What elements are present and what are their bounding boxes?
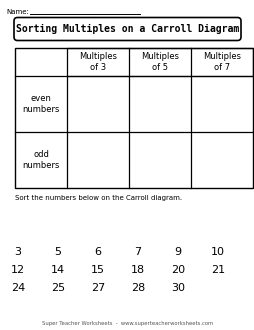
Text: 5: 5 <box>54 247 61 257</box>
Text: Sort the numbers below on the Carroll diagram.: Sort the numbers below on the Carroll di… <box>15 195 181 201</box>
Text: 30: 30 <box>170 283 184 293</box>
Text: 27: 27 <box>90 283 105 293</box>
Text: 15: 15 <box>91 265 105 275</box>
Text: 7: 7 <box>134 247 141 257</box>
Text: 10: 10 <box>210 247 224 257</box>
Text: Multiples
of 5: Multiples of 5 <box>140 52 178 72</box>
Text: 9: 9 <box>174 247 181 257</box>
FancyBboxPatch shape <box>14 17 240 41</box>
Text: Multiples
of 7: Multiples of 7 <box>202 52 240 72</box>
Bar <box>67 48 252 76</box>
Text: 18: 18 <box>130 265 145 275</box>
Text: odd
numbers: odd numbers <box>22 150 59 170</box>
Text: 14: 14 <box>51 265 65 275</box>
Text: Super Teacher Worksheets  -  www.superteacherworksheets.com: Super Teacher Worksheets - www.superteac… <box>42 321 212 326</box>
Text: Name:: Name: <box>6 9 29 15</box>
Text: 25: 25 <box>51 283 65 293</box>
Text: 21: 21 <box>210 265 224 275</box>
Bar <box>15 48 252 188</box>
Text: 24: 24 <box>11 283 25 293</box>
Text: 28: 28 <box>130 283 145 293</box>
Text: Sorting Multiples on a Carroll Diagram: Sorting Multiples on a Carroll Diagram <box>16 24 238 34</box>
Text: 6: 6 <box>94 247 101 257</box>
Text: even
numbers: even numbers <box>22 94 59 114</box>
Text: Multiples
of 3: Multiples of 3 <box>79 52 117 72</box>
Text: 20: 20 <box>170 265 184 275</box>
Text: 3: 3 <box>14 247 21 257</box>
Text: 12: 12 <box>11 265 25 275</box>
